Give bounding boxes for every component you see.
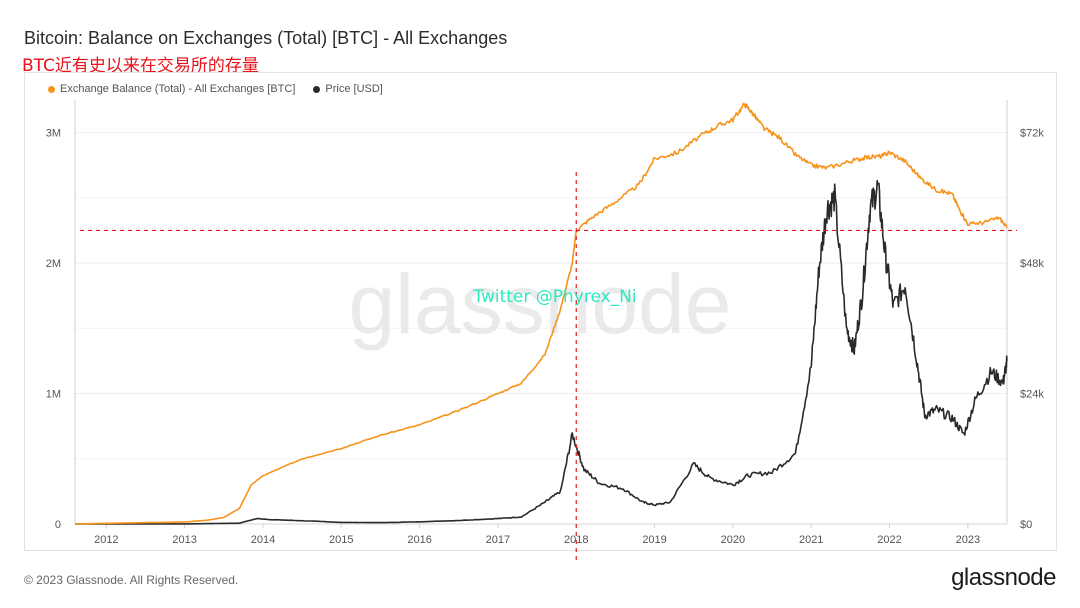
legend-item-price[interactable]: Price [USD] [313,83,383,95]
y-right-tick-label: $48k [1020,258,1044,270]
legend-item-balance[interactable]: Exchange Balance (Total) - All Exchanges… [48,83,295,95]
legend-label-balance: Exchange Balance (Total) - All Exchanges… [60,83,296,95]
y-left-tick-label: 3M [46,128,61,140]
exchange-balance-line [75,102,1008,525]
y-right-tick-label: $24k [1020,389,1044,401]
legend-label-price: Price [USD] [325,83,383,95]
watermark: glassnode [349,257,732,351]
chart-subtitle-annotation: BTC近有史以来在交易所的存量 [22,56,259,76]
reference-lines [80,172,1017,560]
legend-dot-price [313,85,321,93]
axes: 0 1M 2M 3M $0 $24k $48k $72k 2012 2013 2014 2015 201… [46,100,1044,546]
series-layer [75,102,1008,525]
x-tick-label: 2019 [642,534,666,546]
y-left-tick-label: 1M [46,389,61,401]
x-tick-label: 2012 [94,534,118,546]
copyright-footer: © 2023 Glassnode. All Rights Reserved. [24,573,239,587]
y-right-tick-label: $72k [1020,128,1044,140]
x-tick-label: 2023 [956,534,980,546]
grid-lines [75,132,1007,460]
price-line [75,179,1008,525]
x-tick-label: 2016 [407,534,431,546]
y-right-tick-label: $0 [1020,519,1032,531]
x-tick-label: 2022 [877,534,901,546]
x-tick-label: 2021 [799,534,823,546]
twitter-annotation: Twitter @Phyrex_Ni [472,287,636,307]
x-tick-label: 2013 [172,534,196,546]
chart-frame [24,72,1057,551]
chart-legend: Exchange Balance (Total) - All Exchanges… [48,83,383,95]
y-left-tick-label: 2M [46,258,61,270]
legend-dot-balance [48,85,55,93]
x-tick-label: 2017 [486,534,510,546]
y-left-tick-label: 0 [55,519,61,531]
x-tick-label: 2020 [721,534,745,546]
x-tick-label: 2015 [329,534,353,546]
x-tick-label: 2014 [251,534,275,546]
glassnode-logo[interactable]: glassnode [951,564,1056,591]
chart-title: Bitcoin: Balance on Exchanges (Total) [B… [24,28,508,48]
